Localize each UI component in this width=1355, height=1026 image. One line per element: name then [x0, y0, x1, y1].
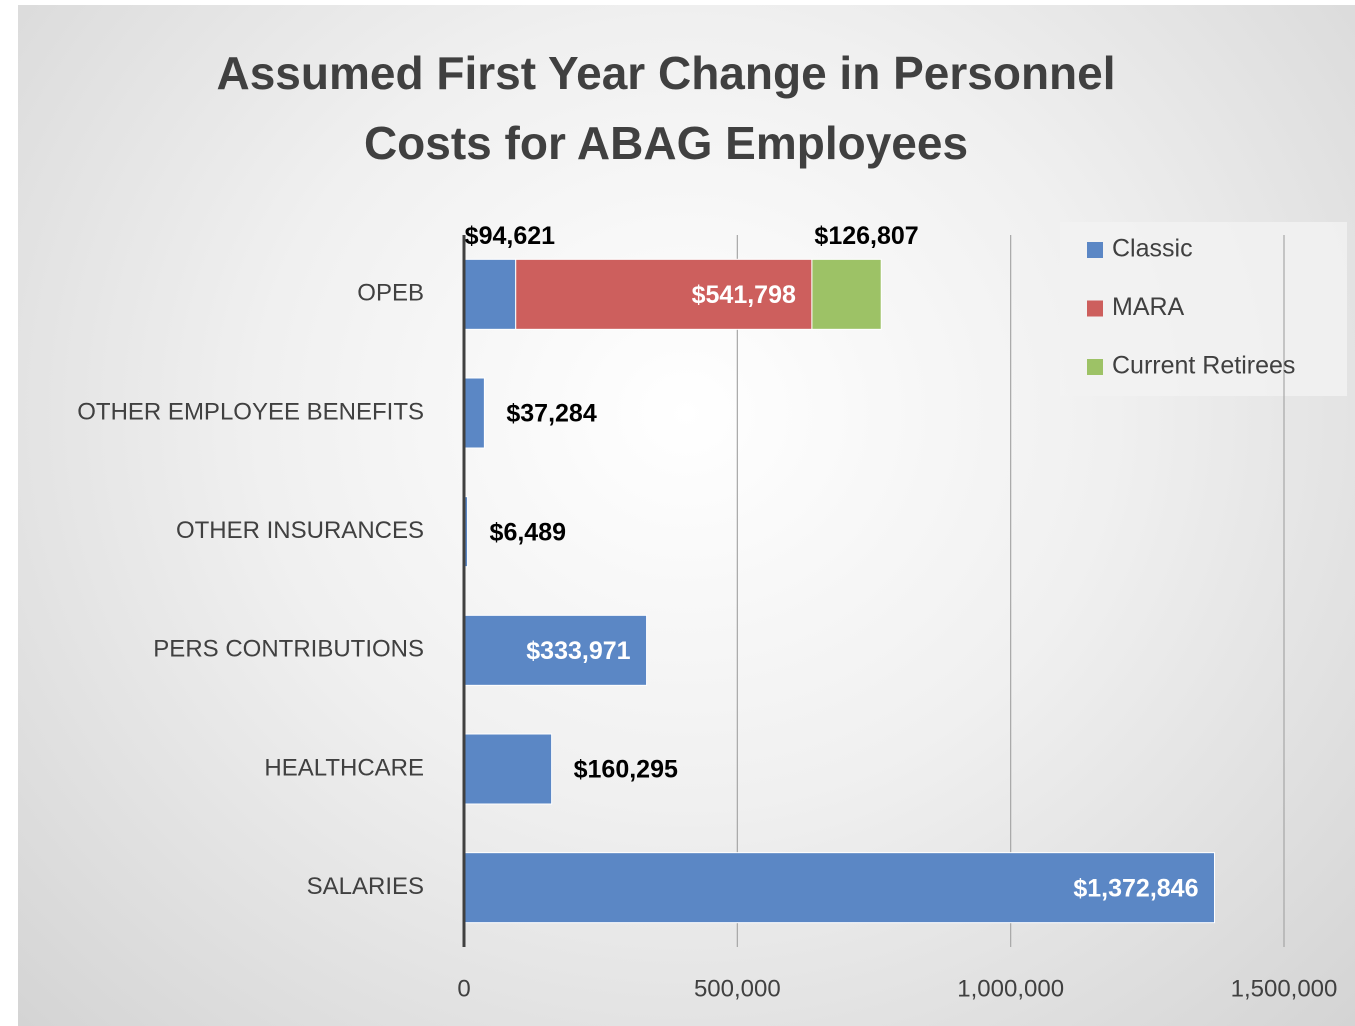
- x-tick-label: 500,000: [694, 975, 781, 1002]
- bar: [463, 258, 517, 330]
- data-label: $126,807: [814, 222, 918, 250]
- data-label: $37,284: [506, 400, 596, 428]
- data-label: $6,489: [490, 518, 566, 546]
- legend-swatch: [1087, 300, 1103, 317]
- bar: [811, 258, 882, 330]
- y-tick-label: HEALTHCARE: [264, 754, 424, 781]
- data-label: $541,798: [692, 281, 796, 309]
- legend-box: [1060, 222, 1347, 396]
- y-tick-label: PERS CONTRIBUTIONS: [153, 636, 424, 663]
- data-label: $94,621: [465, 222, 555, 250]
- legend-label: Current Retirees: [1112, 352, 1295, 380]
- x-tick-label: 1,000,000: [957, 975, 1064, 1002]
- x-tick-label: 0: [457, 975, 470, 1002]
- bar: [463, 852, 1215, 924]
- bar: [463, 377, 485, 449]
- y-tick-label: OTHER EMPLOYEE BENEFITS: [77, 398, 424, 425]
- bar: [463, 614, 648, 686]
- chart-title: Assumed First Year Change in Personnel C…: [216, 47, 1116, 169]
- data-label: $1,372,846: [1073, 874, 1198, 902]
- y-tick-label: OTHER INSURANCES: [176, 517, 424, 544]
- x-tick-label: 1,500,000: [1231, 975, 1338, 1002]
- y-tick-label: SALARIES: [307, 873, 424, 900]
- legend-label: MARA: [1112, 293, 1185, 321]
- legend-swatch: [1087, 359, 1103, 375]
- legend-label: Classic: [1112, 235, 1193, 263]
- y-tick-label: OPEB: [357, 280, 424, 307]
- legend-swatch: [1087, 242, 1103, 258]
- data-label: $160,295: [574, 756, 678, 784]
- bar: [515, 258, 813, 330]
- data-label: $333,971: [526, 637, 630, 665]
- bar: [463, 733, 553, 805]
